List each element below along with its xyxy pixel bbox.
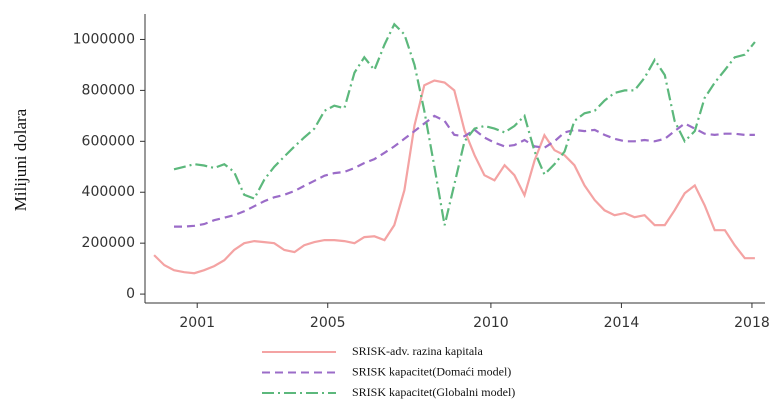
x-tick-label: 2010 bbox=[473, 315, 509, 331]
series-line bbox=[153, 79, 755, 275]
x-tick-label: 2001 bbox=[179, 315, 215, 331]
y-tick-label: 200000 bbox=[82, 235, 135, 251]
x-tick-label: 2014 bbox=[604, 315, 640, 331]
x-tick-label: 2018 bbox=[734, 315, 770, 331]
series-line bbox=[174, 114, 755, 228]
y-tick-label: 600000 bbox=[82, 133, 135, 149]
legend-label: SRISK kapacitet(Domaći model) bbox=[352, 364, 511, 378]
y-tick-label: 800000 bbox=[82, 82, 135, 98]
x-tick-label: 2005 bbox=[310, 315, 346, 331]
y-axis-label: Milijuni dolara bbox=[11, 108, 30, 211]
y-tick-label: 1000000 bbox=[73, 31, 135, 47]
legend-label: SRISK-adv. razina kapitala bbox=[352, 344, 484, 358]
series-line bbox=[173, 22, 756, 226]
y-tick-label: 0 bbox=[126, 286, 135, 302]
legend-label: SRISK kapacitet(Globalni model) bbox=[352, 385, 515, 399]
y-tick-label: 400000 bbox=[82, 184, 135, 200]
